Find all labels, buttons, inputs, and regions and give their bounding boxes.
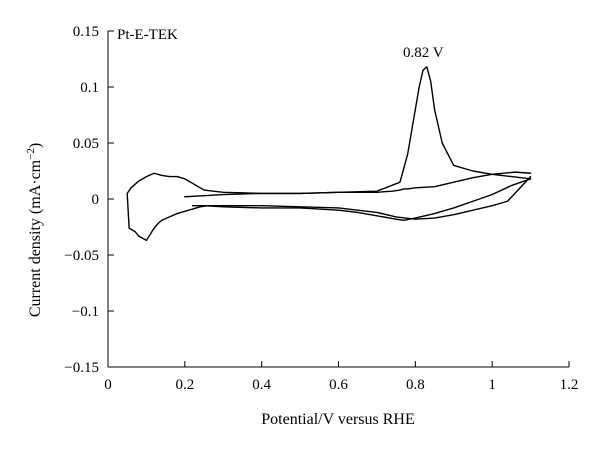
x-tick-label: 1 — [488, 377, 496, 393]
cv-curve-2 — [126, 171, 532, 242]
y-tick-label: 0.1 — [80, 80, 99, 96]
y-tick-label: 0.05 — [73, 136, 99, 152]
x-tick-label: 0.2 — [175, 377, 194, 393]
y-tick-label: 0.15 — [73, 24, 99, 40]
peak-annotation: 0.82 V — [403, 45, 444, 61]
plot-area — [107, 31, 569, 368]
x-tick-label: 0 — [104, 377, 112, 393]
y-axis-title-close: ) — [27, 143, 44, 148]
y-tick-label: −0.1 — [72, 304, 99, 320]
tick-labels: 0 0.2 0.4 0.6 0.8 1 1.2 0.15 0.1 0.05 0 −0.05 −0.1 −0… — [64, 24, 578, 393]
y-axis-title-main: Current density (mA·cm — [27, 159, 44, 317]
y-tick-label: 0 — [92, 192, 100, 208]
x-tick-label: 0.6 — [329, 377, 348, 393]
x-tick-label: 0.4 — [252, 377, 271, 393]
axis-ticks — [107, 30, 570, 368]
cv-curve-3 — [191, 178, 532, 221]
y-tick-label: −0.05 — [64, 248, 99, 264]
curves-group — [126, 66, 532, 242]
y-axis-title: Current density (mA·cm−2) — [25, 143, 44, 317]
panel-label: Pt-E-TEK — [117, 27, 178, 43]
x-tick-label: 1.2 — [560, 377, 579, 393]
x-tick-label: 0.8 — [406, 377, 425, 393]
y-axis-title-superscript: −2 — [25, 148, 37, 160]
x-axis-title: Potential/V versus RHE — [261, 411, 414, 428]
y-tick-label: −0.15 — [64, 360, 99, 376]
